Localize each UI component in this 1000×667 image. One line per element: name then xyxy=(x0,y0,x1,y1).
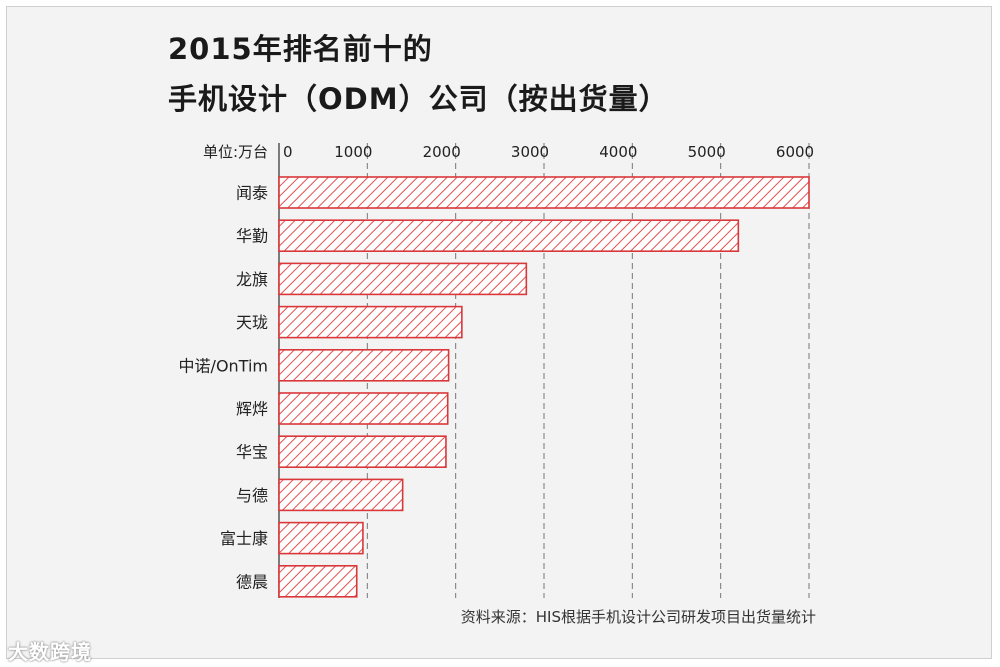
category-label: 天珑 xyxy=(236,313,268,332)
bar-1 xyxy=(278,219,740,252)
x-tick-label: 5000 xyxy=(688,143,726,161)
chart-frame xyxy=(6,6,992,659)
x-tick-label: 3000 xyxy=(511,143,549,161)
category-label: 与德 xyxy=(236,486,268,505)
bar-0 xyxy=(278,176,810,209)
category-label: 闻泰 xyxy=(236,184,268,203)
bar-8 xyxy=(278,521,364,555)
watermark-logo: 大数跨境 xyxy=(8,640,92,664)
x-tick-label: 0 xyxy=(283,143,293,161)
chart-title-line-2: 手机设计（ODM）公司（按出货量） xyxy=(168,82,669,116)
bar-5 xyxy=(278,392,449,425)
bar-4 xyxy=(278,348,450,382)
category-label: 中诺/OnTim xyxy=(179,356,268,375)
x-tick-label: 4000 xyxy=(599,143,637,161)
category-label: 富士康 xyxy=(220,529,268,548)
x-tick-label: 6000 xyxy=(776,143,814,161)
bar-6 xyxy=(278,435,447,469)
bar-9 xyxy=(278,564,358,598)
x-tick-label: 1000 xyxy=(334,143,372,161)
chart-title-line-1: 2015年排名前十的 xyxy=(168,32,433,66)
bar-7 xyxy=(278,478,404,512)
category-label: 华勤 xyxy=(236,227,268,246)
source-note: 资料来源：HIS根据手机设计公司研发项目出货量统计 xyxy=(460,608,816,626)
bar-3 xyxy=(278,305,463,339)
x-tick-label: 2000 xyxy=(423,143,461,161)
category-label: 龙旗 xyxy=(236,270,268,289)
category-label: 辉烨 xyxy=(236,400,268,419)
category-label: 华宝 xyxy=(236,443,268,462)
unit-label: 单位:万台 xyxy=(203,143,268,161)
bar-2 xyxy=(278,262,528,296)
category-label: 德晨 xyxy=(236,572,268,591)
